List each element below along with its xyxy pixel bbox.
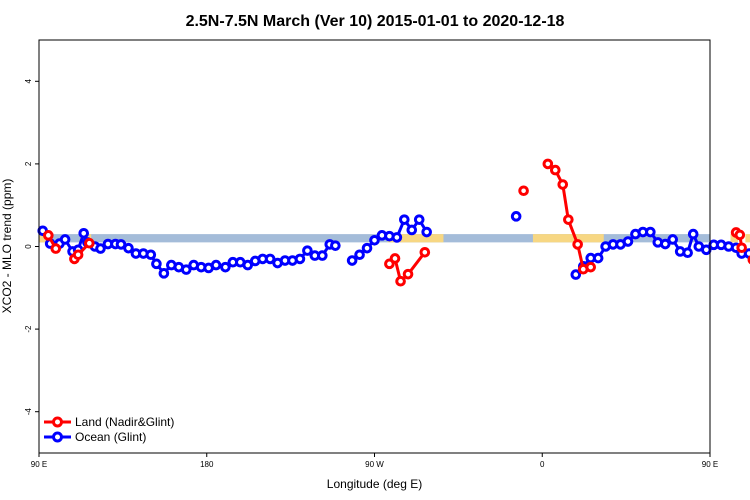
data-point-ocean xyxy=(687,228,699,240)
data-point-land xyxy=(518,185,529,197)
x-tick-label: 90 W xyxy=(365,460,384,469)
data-point-ocean xyxy=(622,236,634,247)
y-tick-label: 4 xyxy=(24,79,33,84)
data-point-land xyxy=(43,230,54,241)
data-point-ocean xyxy=(682,247,693,258)
data-point-ocean xyxy=(592,252,604,264)
data-point-ocean xyxy=(180,264,192,275)
data-point-ocean xyxy=(700,244,712,256)
y-axis-label: XCO2 - MLO trend (ppm) xyxy=(0,179,14,314)
data-point-land xyxy=(389,253,401,264)
y-axis: -4 -2 0 2 4 xyxy=(24,79,39,416)
data-point-ocean xyxy=(399,214,410,225)
series-land xyxy=(43,158,750,287)
data-point-land xyxy=(84,237,95,249)
data-point-land xyxy=(402,268,414,280)
data-point-ocean xyxy=(78,227,90,239)
data-point-ocean xyxy=(95,243,106,254)
data-point-land xyxy=(563,214,574,225)
land-band xyxy=(532,234,604,243)
data-point-ocean xyxy=(369,235,380,246)
data-point-ocean xyxy=(659,238,671,250)
data-point-ocean xyxy=(510,211,522,222)
data-point-ocean xyxy=(158,268,170,279)
data-point-ocean xyxy=(123,242,134,254)
data-point-ocean xyxy=(294,253,306,265)
x-tick-label: 180 xyxy=(200,460,214,469)
x-tick-label: 0 xyxy=(540,460,545,469)
data-point-land xyxy=(395,275,406,287)
legend-ocean-marker xyxy=(52,431,63,443)
data-point-ocean xyxy=(151,258,162,270)
data-point-ocean xyxy=(317,250,328,261)
data-point-land xyxy=(542,158,554,170)
data-point-land xyxy=(572,239,583,250)
data-point-ocean xyxy=(264,253,276,265)
data-point-ocean xyxy=(346,255,358,266)
data-point-ocean xyxy=(145,249,157,261)
data-point-land xyxy=(585,261,597,273)
x-axis: 90 E 180 90 W 0 90 E xyxy=(31,453,718,469)
legend-land-marker xyxy=(52,416,63,428)
chart-title: 2.5N-7.5N March (Ver 10) 2015-01-01 to 2… xyxy=(186,13,565,30)
data-point-land xyxy=(72,249,84,261)
data-point-ocean xyxy=(330,240,341,251)
legend-ocean-label: Ocean (Glint) xyxy=(75,430,146,444)
data-point-land xyxy=(736,242,747,254)
y-tick-label: -4 xyxy=(24,408,33,416)
data-point-ocean xyxy=(406,224,418,236)
y-tick-label: 0 xyxy=(24,244,33,249)
data-point-ocean xyxy=(413,214,425,225)
legend-land-label: Land (Nadir&Glint) xyxy=(75,415,174,429)
data-point-ocean xyxy=(302,245,313,256)
legend: Land (Nadir&Glint) Ocean (Glint) xyxy=(44,415,174,444)
series-ocean xyxy=(37,211,750,280)
data-point-ocean xyxy=(59,234,71,245)
data-point-land xyxy=(419,246,431,258)
data-point-ocean xyxy=(220,261,231,273)
data-point-ocean xyxy=(421,226,432,238)
data-point-ocean xyxy=(242,259,254,271)
data-point-land xyxy=(549,164,561,176)
data-point-ocean xyxy=(210,259,222,271)
land-band xyxy=(730,234,738,243)
data-point-land xyxy=(557,179,569,190)
data-point-land xyxy=(50,243,62,254)
data-point-ocean xyxy=(354,249,365,261)
data-point-ocean xyxy=(645,226,656,238)
y-tick-label: -2 xyxy=(24,325,33,333)
data-point-ocean xyxy=(667,234,679,245)
land-band xyxy=(387,234,444,243)
data-point-ocean xyxy=(391,232,403,243)
data-point-land xyxy=(734,229,746,241)
x-axis-label: Longitude (deg E) xyxy=(327,477,422,491)
data-point-ocean xyxy=(570,269,582,280)
x-tick-label: 90 E xyxy=(31,460,47,469)
data-point-ocean xyxy=(361,242,373,254)
land-band xyxy=(745,234,750,243)
y-tick-label: 2 xyxy=(24,161,33,166)
series-layer xyxy=(37,158,750,287)
x-tick-label: 90 E xyxy=(702,460,718,469)
